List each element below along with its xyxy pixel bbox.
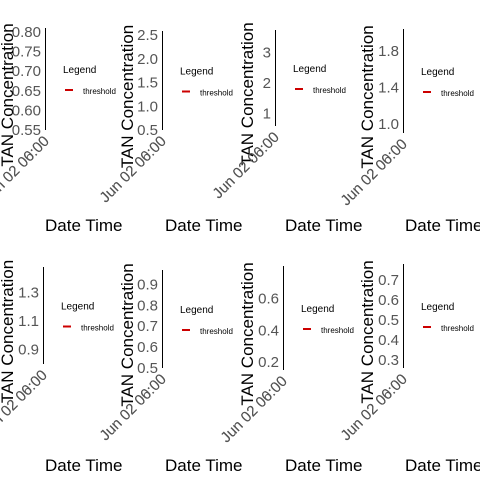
legend-label-threshold: threshold bbox=[200, 327, 233, 336]
x-axis-title: Date Time bbox=[405, 456, 480, 475]
legend-title: Legend bbox=[180, 305, 213, 316]
y-tick-label: 1.0 bbox=[137, 98, 158, 115]
legend-title: Legend bbox=[421, 302, 454, 313]
legend-title: Legend bbox=[180, 67, 213, 78]
legend-label-threshold: threshold bbox=[321, 326, 354, 335]
y-tick-label: 1.5 bbox=[137, 75, 158, 92]
y-tick-label: 2.0 bbox=[137, 51, 158, 68]
y-tick-label: 0.9 bbox=[137, 276, 158, 293]
y-tick-label: 1.8 bbox=[378, 43, 399, 60]
y-tick-label: 0.65 bbox=[12, 83, 41, 100]
y-axis-title: TAN Concentration bbox=[118, 25, 137, 168]
y-tick-label: 1 bbox=[263, 106, 271, 123]
y-tick-label: 0.80 bbox=[12, 24, 41, 41]
y-tick-label: 0.9 bbox=[18, 342, 39, 359]
y-tick-label: 2.5 bbox=[137, 27, 158, 44]
y-tick-label: 0.75 bbox=[12, 44, 41, 61]
y-axis-title: TAN Concentration bbox=[358, 260, 377, 403]
y-tick-label: 0.5 bbox=[137, 122, 158, 139]
y-tick-label: 1.4 bbox=[378, 80, 399, 97]
y-tick-label: 2 bbox=[263, 75, 271, 92]
y-tick-label: 0.70 bbox=[12, 63, 41, 80]
y-tick-label: 0.60 bbox=[12, 102, 41, 119]
y-tick-label: 0.4 bbox=[378, 332, 399, 349]
legend-title: Legend bbox=[301, 304, 334, 315]
legend-title: Legend bbox=[421, 67, 454, 78]
legend-label-threshold: threshold bbox=[83, 87, 116, 96]
y-tick-label: 0.7 bbox=[378, 272, 399, 289]
y-tick-label: 1.1 bbox=[18, 313, 39, 330]
y-tick-label: 0.4 bbox=[258, 322, 279, 339]
y-tick-label: 0.6 bbox=[137, 339, 158, 356]
legend-title: Legend bbox=[63, 65, 96, 76]
y-axis-title: TAN Concentration bbox=[358, 25, 377, 168]
y-tick-label: 0.5 bbox=[137, 360, 158, 377]
x-axis-title: Date Time bbox=[165, 216, 242, 235]
legend-label-threshold: threshold bbox=[441, 324, 474, 333]
y-tick-label: 0.3 bbox=[378, 352, 399, 369]
x-axis-title: Date Time bbox=[285, 456, 362, 475]
y-tick-label: 1.0 bbox=[378, 116, 399, 133]
y-axis-title: TAN Concentration bbox=[238, 262, 257, 405]
y-axis-title: TAN Concentration bbox=[0, 260, 17, 403]
x-axis-title: Date Time bbox=[45, 216, 122, 235]
y-tick-label: 3 bbox=[263, 44, 271, 61]
y-tick-label: 0.5 bbox=[378, 312, 399, 329]
y-tick-label: 0.55 bbox=[12, 122, 41, 139]
y-tick-label: 0.8 bbox=[137, 297, 158, 314]
y-tick-label: 0.6 bbox=[378, 292, 399, 309]
y-axis-title: TAN Concentration bbox=[118, 263, 137, 406]
legend-label-threshold: threshold bbox=[441, 89, 474, 98]
legend-title: Legend bbox=[61, 302, 94, 313]
legend-title: Legend bbox=[293, 64, 326, 75]
y-tick-label: 0.2 bbox=[258, 354, 279, 371]
x-axis-title: Date Time bbox=[165, 456, 242, 475]
x-axis-title: Date Time bbox=[285, 216, 362, 235]
y-tick-label: 0.7 bbox=[137, 318, 158, 335]
legend-label-threshold: threshold bbox=[81, 324, 114, 333]
y-axis-title: TAN Concentration bbox=[0, 23, 17, 166]
x-axis-title: Date Time bbox=[405, 216, 480, 235]
x-axis-title: Date Time bbox=[45, 456, 122, 475]
legend-label-threshold: threshold bbox=[313, 86, 346, 95]
y-tick-label: 0.6 bbox=[258, 291, 279, 308]
legend-label-threshold: threshold bbox=[200, 89, 233, 98]
y-tick-label: 1.3 bbox=[18, 284, 39, 301]
y-axis-title: TAN Concentration bbox=[238, 22, 257, 165]
